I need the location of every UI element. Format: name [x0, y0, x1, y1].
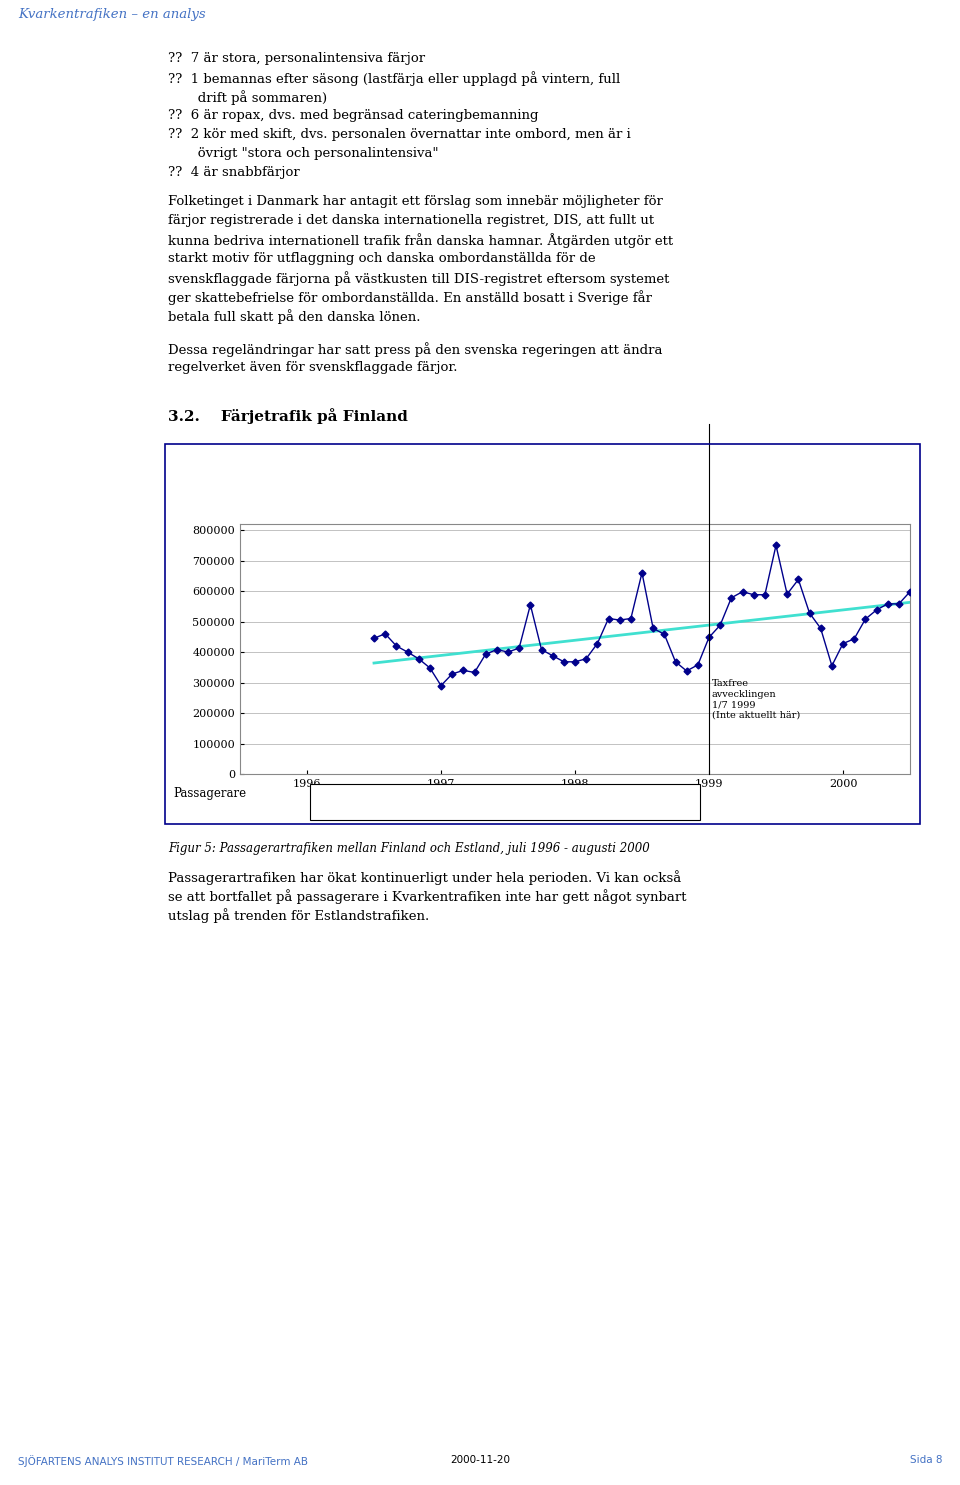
- Text: Kvarkentrafiken – en analys: Kvarkentrafiken – en analys: [18, 7, 205, 21]
- Text: Folketinget i Danmark har antagit ett förslag som innebär möjligheter för: Folketinget i Danmark har antagit ett fö…: [168, 195, 662, 208]
- Text: utslag på trenden för Estlandstrafiken.: utslag på trenden för Estlandstrafiken.: [168, 907, 429, 922]
- Text: Dessa regeländringar har satt press på den svenska regeringen att ändra: Dessa regeländringar har satt press på d…: [168, 342, 662, 356]
- Text: SJÖFARTENS ANALYS INSTITUT RESEARCH / MariTerm AB: SJÖFARTENS ANALYS INSTITUT RESEARCH / Ma…: [18, 1455, 308, 1467]
- Text: Passagerartrafiken har ökat kontinuerligt under hela perioden. Vi kan också: Passagerartrafiken har ökat kontinuerlig…: [168, 870, 682, 885]
- Text: Passagerare: Passagerare: [173, 787, 246, 800]
- Text: ??  7 är stora, personalintensiva färjor: ?? 7 är stora, personalintensiva färjor: [168, 52, 425, 65]
- Text: betala full skatt på den danska lönen.: betala full skatt på den danska lönen.: [168, 309, 420, 324]
- Text: starkt motiv för utflaggning och danska ombordanställda för de: starkt motiv för utflaggning och danska …: [168, 252, 595, 264]
- Text: 3.2.    Färjetrafik på Finland: 3.2. Färjetrafik på Finland: [168, 408, 408, 423]
- Text: regelverket även för svenskflaggade färjor.: regelverket även för svenskflaggade färj…: [168, 361, 458, 374]
- Text: ??  6 är ropax, dvs. med begränsad cateringbemanning: ?? 6 är ropax, dvs. med begränsad cateri…: [168, 108, 539, 122]
- Text: ??  4 är snabbfärjor: ?? 4 är snabbfärjor: [168, 166, 300, 180]
- Text: drift på sommaren): drift på sommaren): [168, 91, 327, 105]
- Text: färjor registrerade i det danska internationella registret, DIS, att fullt ut: färjor registrerade i det danska interna…: [168, 214, 654, 227]
- Text: se att bortfallet på passagerare i Kvarkentrafiken inte har gett något synbart: se att bortfallet på passagerare i Kvark…: [168, 890, 686, 904]
- Text: 2000-11-20: 2000-11-20: [450, 1455, 510, 1466]
- Text: Linjär (Finland-Estonia): Linjär (Finland-Estonia): [521, 797, 647, 806]
- Text: svenskflaggade färjorna på västkusten till DIS-registret eftersom systemet: svenskflaggade färjorna på västkusten ti…: [168, 270, 669, 287]
- Text: Taxfree
avvecklingen
1/7 1999
(Inte aktuellt här): Taxfree avvecklingen 1/7 1999 (Inte aktu…: [711, 680, 800, 720]
- Text: ger skattebefrielse för ombordanställda. En anställd bosatt i Sverige får: ger skattebefrielse för ombordanställda.…: [168, 290, 652, 304]
- Text: ??  2 kör med skift, dvs. personalen övernattar inte ombord, men är i: ?? 2 kör med skift, dvs. personalen över…: [168, 128, 631, 141]
- Text: Figur 5: Passagerartrafiken mellan Finland och Estland, juli 1996 - augusti 2000: Figur 5: Passagerartrafiken mellan Finla…: [168, 842, 650, 855]
- Text: Finland-Estonia: Finland-Estonia: [346, 797, 429, 806]
- Text: övrigt "stora och personalintensiva": övrigt "stora och personalintensiva": [168, 147, 439, 160]
- Text: Sida 8: Sida 8: [909, 1455, 942, 1466]
- Text: kunna bedriva internationell trafik från danska hamnar. Åtgärden utgör ett: kunna bedriva internationell trafik från…: [168, 233, 673, 248]
- Text: ??  1 bemannas efter säsong (lastfärja eller upplagd på vintern, full: ?? 1 bemannas efter säsong (lastfärja el…: [168, 71, 620, 86]
